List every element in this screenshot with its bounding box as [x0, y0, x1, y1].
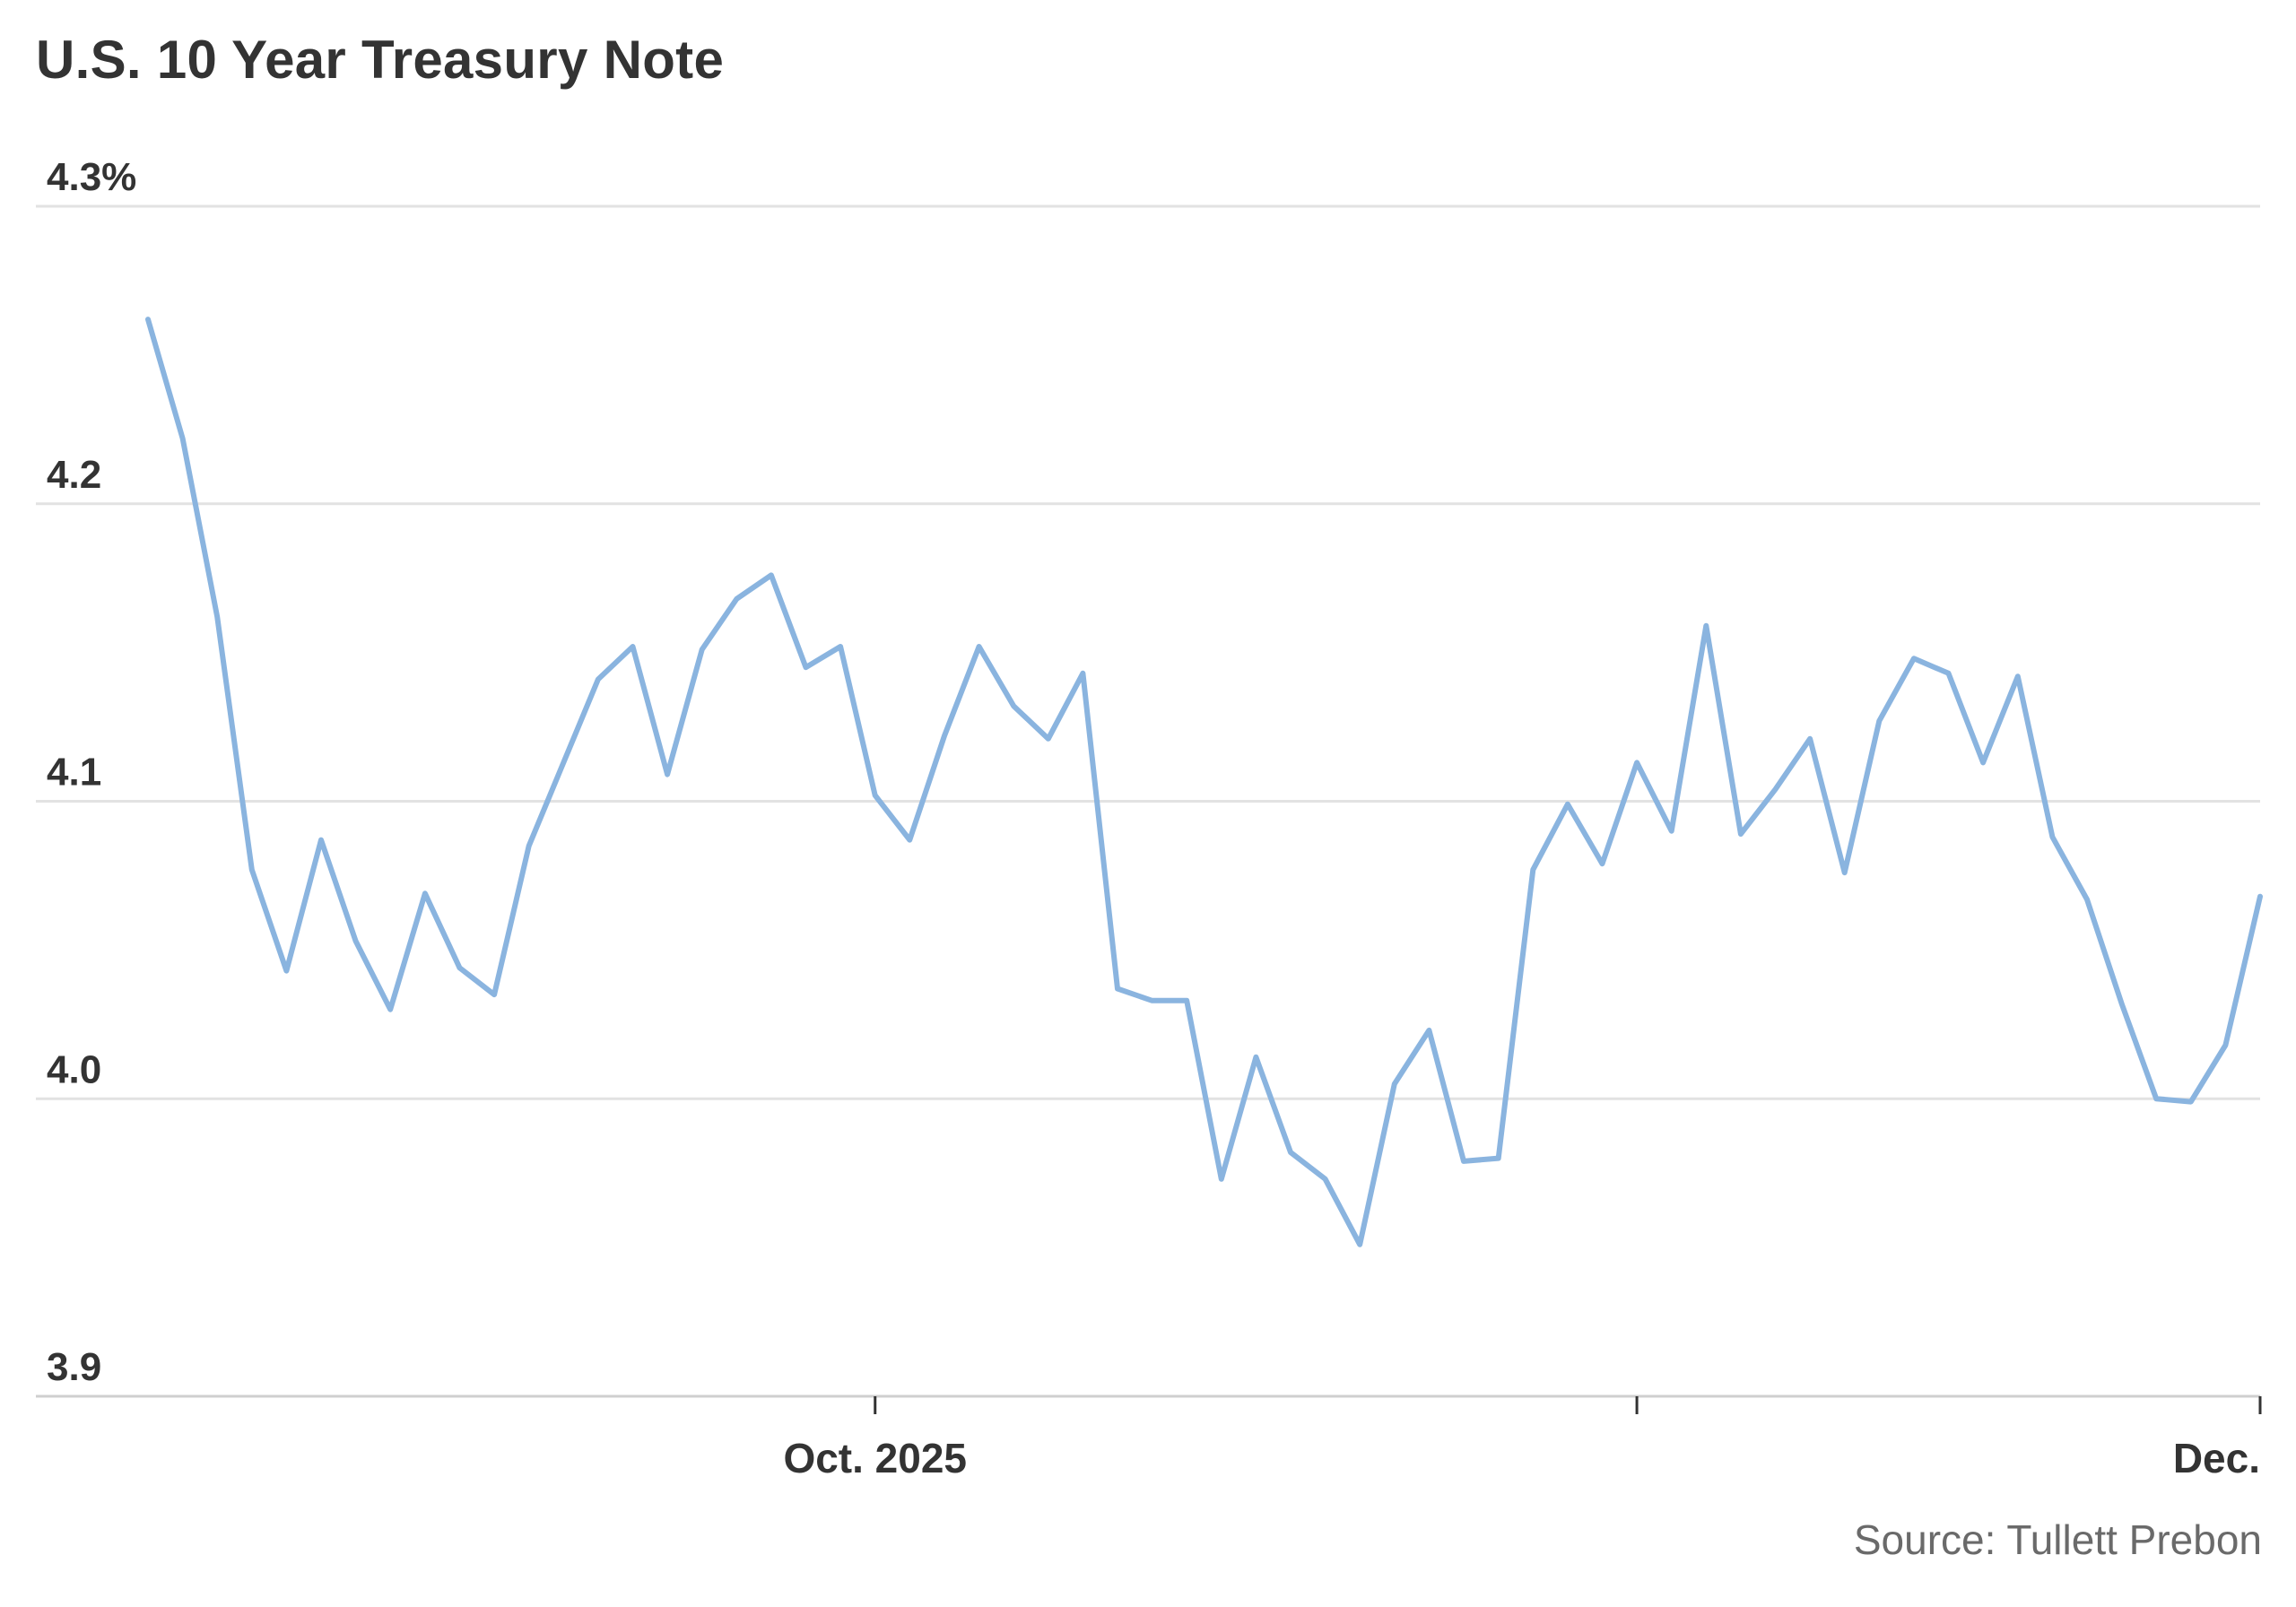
x-tick-label: Oct. 2025 [783, 1435, 967, 1481]
x-axis: Oct. 2025 Dec. [783, 1396, 2262, 1481]
y-tick-label: 4.0 [47, 1047, 101, 1091]
y-tick-label: 4.1 [47, 751, 101, 795]
series-group [145, 317, 2263, 1247]
y-tick-label: 3.9 [47, 1345, 101, 1389]
gridlines [36, 204, 2260, 1398]
x-tick-label: Dec. [2173, 1435, 2260, 1481]
chart-title: U.S. 10 Year Treasury Note [36, 30, 725, 90]
y-tick-label: 4.2 [47, 453, 101, 497]
source-note: Source: Tullett Prebon [1853, 1516, 2262, 1563]
y-tick-label: 4.3% [47, 155, 136, 199]
series-line [145, 317, 2263, 1247]
y-axis-ticks: 4.3% 4.2 4.1 4.0 3.9 [47, 155, 136, 1389]
